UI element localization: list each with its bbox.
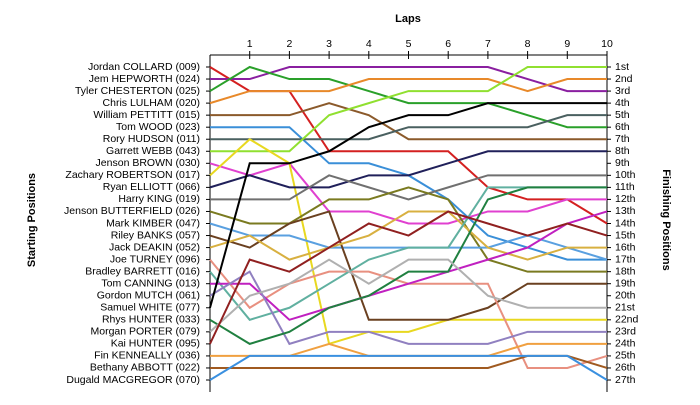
series-line [210,210,608,321]
y2-tick-label: 21st [615,302,635,314]
y2-tick-label: 7th [615,133,630,145]
y-tick-label: Jenson BROWN (030) [96,157,200,169]
series-line [209,210,607,261]
series-line [210,114,607,141]
y-tick-label: Chris LULHAM (020) [103,97,200,109]
y-tick-label: William PETTITT (015) [93,109,200,121]
x-tick-label: 8 [525,38,531,50]
y2-tick-label: 9th [615,157,630,169]
series-line [210,174,607,201]
y-tick-label: Fin KENNEALLY (036) [94,350,200,362]
series-line [209,65,607,129]
x-tick-label: 1 [247,38,253,50]
y-tick-label: Garrett WEBB (043) [106,145,200,157]
series-line [209,186,607,273]
series-line [209,258,607,333]
y2-tick-label: 10th [615,169,636,181]
y2-tick-label: 8th [615,145,630,157]
x-tick-label: 6 [445,38,451,50]
y-tick-label: Rory HUDSON (011) [103,133,200,145]
series-line [209,150,607,189]
y-tick-label: Harry KING (019) [118,193,200,205]
x-tick-label: 4 [366,38,372,50]
y2-tick-label: 4th [615,97,630,109]
y-tick-label: Mark KIMBER (047) [106,217,200,229]
y2-tick-label: 2nd [615,73,633,85]
y2-tick-label: 6th [615,121,630,133]
y2-tick-label: 13th [615,205,636,217]
y-tick-label: Jenson BUTTERFIELD (026) [64,205,200,217]
x-tick-label: 10 [601,38,613,50]
series-line [209,162,607,225]
y2-tick-label: 23rd [615,326,636,338]
y-tick-label: Jordan COLLARD (009) [88,61,200,73]
y-axis-title: Starting Positions [26,173,38,267]
series-line [209,210,608,345]
y2-tick-label: 18th [615,265,636,277]
series-line [209,102,607,309]
y-tick-label: Dugald MACGREGOR (070) [66,374,200,386]
y-tick-label: Bethany ABBOTT (022) [90,362,200,374]
series-line [209,78,607,105]
y2-tick-label: 14th [615,217,636,229]
y2-tick-label: 27th [615,374,636,386]
y-tick-label: Kai HUNTER (095) [111,338,200,350]
series-line [209,270,607,346]
y2-tick-label: 11th [615,181,635,193]
y2-tick-label: 20th [615,290,636,302]
y2-tick-label: 25th [615,350,636,362]
series-line [210,66,607,93]
series-line [209,186,607,345]
x-tick-label: 3 [326,38,332,50]
x-tick-label: 2 [286,38,292,50]
series-line [210,102,607,141]
chart-title: Laps [395,13,421,25]
y-tick-label: Riley BANKS (057) [111,229,200,241]
y-tick-label: Samuel WHITE (077) [100,302,200,314]
y-tick-label: Morgan PORTER (079) [90,326,200,338]
series-line [209,137,607,346]
series-line [209,354,608,381]
y2-axis-title: Finishing Positions [660,169,672,270]
y-tick-label: Zachary ROBERTSON (017) [65,169,200,181]
x-tick-label: 7 [485,38,491,50]
y-tick-label: Rhys HUNTER (033) [102,314,200,326]
y2-tick-label: 19th [615,277,636,289]
y2-tick-label: 1st [615,61,629,73]
y2-tick-label: 3rd [615,85,630,97]
y2-tick-label: 26th [615,362,636,374]
y-tick-label: Jem HEPWORTH (024) [89,73,200,85]
y-tick-label: Tom WOOD (023) [116,121,200,133]
y2-tick-label: 24th [615,338,636,350]
y-tick-label: Jack DEAKIN (052) [109,241,200,253]
y2-tick-label: 22nd [615,314,639,326]
series-line [210,66,607,153]
y2-tick-label: 5th [615,109,630,121]
y-tick-label: Bradley BARRETT (016) [85,265,200,277]
y2-tick-label: 16th [615,241,636,253]
x-tick-label: 9 [564,38,570,50]
y2-tick-label: 12th [615,193,636,205]
y-tick-label: Tyler CHESTERTON (025) [75,85,200,97]
y-tick-label: Tom CANNING (013) [101,277,200,289]
y-tick-label: Joe TURNEY (096) [110,253,200,265]
series-line [209,210,607,321]
y-tick-label: Gordon MUTCH (061) [97,290,200,302]
y-tick-label: Ryan ELLIOTT (066) [103,181,200,193]
x-tick-label: 5 [406,38,412,50]
y2-tick-label: 17th [615,253,636,265]
y2-tick-label: 15th [615,229,636,241]
